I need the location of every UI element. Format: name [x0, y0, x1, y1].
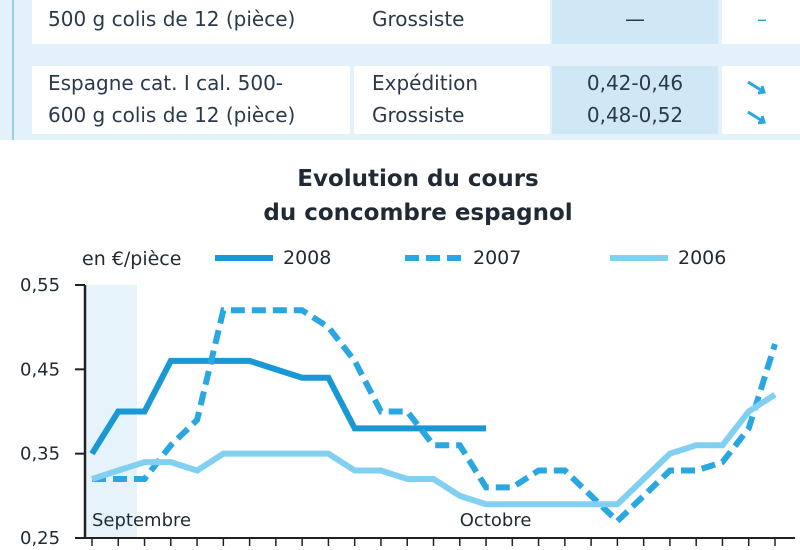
- product-cell: 500 g colis de 12 (pièce): [32, 0, 366, 44]
- x-tick-label: Octobre: [460, 510, 532, 531]
- chart-panel: [12, 154, 800, 550]
- down-arrow: [747, 110, 766, 125]
- product: Espagne cat. I cal. 500-: [48, 71, 284, 95]
- x-tick-label: Septembre: [92, 510, 191, 531]
- chart-title: Evolution du cours: [297, 166, 539, 192]
- y-tick-label: 0,35: [20, 444, 60, 465]
- product-cell: Espagne cat. I cal. 500- 600 g colis de …: [32, 66, 350, 134]
- legend-label: 2006: [678, 247, 726, 269]
- stage-cell: Expédition Grossiste: [354, 66, 550, 134]
- product: 600 g colis de 12 (pièce): [48, 103, 296, 127]
- stage: Grossiste: [372, 7, 465, 31]
- series-line: [89, 357, 487, 456]
- y-axis-label: en €/pièce: [82, 248, 181, 270]
- series-line: [92, 307, 778, 526]
- price: 0,48-0,52: [586, 103, 684, 127]
- y-tick-label: 0,25: [20, 528, 60, 549]
- legend-label: 2008: [283, 247, 331, 269]
- stage: Grossiste: [372, 103, 465, 127]
- price: —: [625, 7, 645, 31]
- stage-cell: Grossiste: [354, 0, 550, 44]
- y-tick-label: 0,55: [20, 275, 60, 296]
- trend-cell: [722, 66, 800, 134]
- price-cell: 0,42-0,46 0,48-0,52: [552, 66, 718, 134]
- price: 0,42-0,46: [586, 71, 684, 95]
- trend-cell: –: [722, 0, 800, 44]
- stage: Expédition: [372, 71, 479, 95]
- legend-label: 2007: [473, 247, 521, 269]
- trend-icons: [747, 80, 766, 125]
- price-cell: —: [552, 0, 718, 44]
- down-arrow: [747, 80, 766, 95]
- table-border: [12, 0, 14, 140]
- price-table: 500 g colis de 12 (pièce) Grossiste — – …: [0, 0, 800, 140]
- chart: Evolution du cours du concombre espagnol…: [12, 154, 800, 550]
- chart-title: du concombre espagnol: [263, 200, 572, 226]
- trend: –: [757, 7, 767, 31]
- product: 500 g colis de 12 (pièce): [48, 7, 296, 31]
- series-line: [91, 392, 777, 508]
- y-tick-label: 0,45: [20, 359, 60, 380]
